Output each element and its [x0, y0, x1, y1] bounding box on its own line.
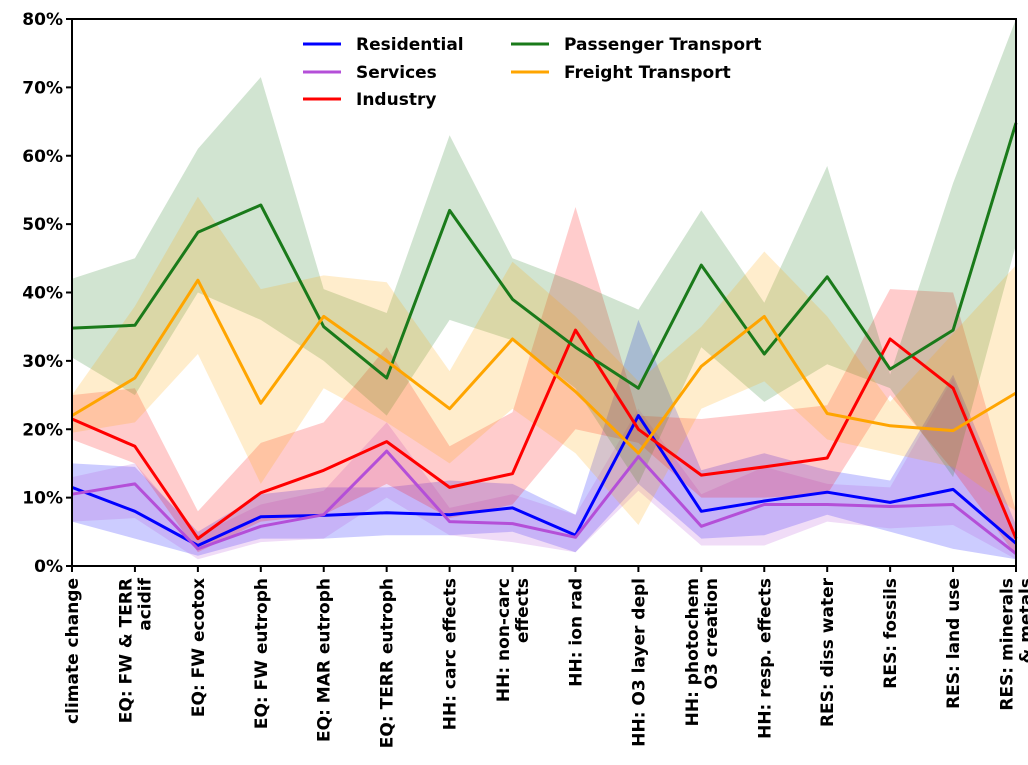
- x-tick-label: climate change: [63, 578, 83, 724]
- x-tick-label: RES: diss water: [818, 577, 838, 727]
- x-tick-label: HH: photochem O3 creation: [683, 578, 722, 726]
- series-lines: [71, 122, 1018, 555]
- legend-label: Industry: [356, 90, 436, 110]
- legend-item-services: Services: [303, 63, 437, 83]
- x-tick-label-line: RES: fossils: [881, 578, 901, 689]
- services-line: [71, 449, 1017, 555]
- passenger-transport-band: [72, 19, 1016, 484]
- x-tick-label: RES: land use: [944, 578, 964, 709]
- passenger-transport-line: [71, 122, 1018, 390]
- x-tick-label: EQ: MAR eutroph: [315, 578, 335, 742]
- legend: Residential Services Industry Passenger Tra…: [303, 35, 762, 110]
- x-tick-label-line: RES: minerals: [998, 578, 1018, 711]
- x-tick-label-line: acidif: [135, 577, 155, 630]
- x-tick-label-line: EQ: MAR eutroph: [315, 578, 335, 742]
- y-tick-label: 40%: [22, 284, 63, 304]
- x-tick-label-line: HH: O3 layer depl: [629, 578, 649, 747]
- x-tick-label-line: HH: ion rad: [566, 578, 586, 687]
- x-tick-label-line: RES: diss water: [818, 577, 838, 727]
- freight-transport-band: [72, 196, 1016, 526]
- legend-item-freight-transport: Freight Transport: [511, 63, 731, 83]
- legend-item-passenger-transport: Passenger Transport: [511, 35, 762, 55]
- freight-transport-line: [71, 278, 1017, 455]
- x-tick-label: EQ: TERR eutroph: [378, 578, 398, 748]
- x-axis: climate change EQ: FW & TERR acidif EQ: FW …: [63, 566, 1028, 748]
- x-tick-label-line: EQ: FW eutroph: [252, 578, 272, 729]
- x-tick-label-line: EQ: FW ecotox: [189, 578, 209, 717]
- x-tick-label: HH: carc effects: [441, 578, 461, 730]
- x-tick-label: RES: minerals& metals: [998, 578, 1028, 711]
- x-tick-label: RES: fossils: [881, 578, 901, 689]
- x-tick-label-line: HH: photochem: [683, 578, 703, 726]
- y-tick-label: 80%: [22, 10, 63, 30]
- y-tick-label: 30%: [22, 352, 63, 372]
- x-tick-label-line: EQ: FW & TERR: [116, 578, 136, 723]
- x-tick-label-line: climate change: [63, 578, 83, 724]
- y-tick-label: 0%: [34, 557, 63, 577]
- x-tick-label: EQ: FW & TERR acidif: [116, 577, 155, 723]
- x-tick-label: EQ: FW eutroph: [252, 578, 272, 729]
- legend-item-residential: Residential: [303, 35, 464, 55]
- x-tick-label-line: EQ: TERR eutroph: [378, 578, 398, 748]
- y-axis: 0% 10% 20% 30% 40% 50% 60% 70% 80%: [22, 10, 72, 577]
- x-tick-label-line: HH: non-carc: [494, 578, 514, 702]
- legend-item-industry: Industry: [303, 90, 436, 110]
- x-tick-label-line: RES: land use: [944, 578, 964, 709]
- x-tick-label-line: HH: carc effects: [441, 578, 461, 730]
- services-band: [72, 378, 1016, 560]
- x-tick-label: HH: non-carc effects: [494, 578, 533, 702]
- industry-band: [72, 207, 1016, 556]
- x-tick-label-line: O3 creation: [702, 578, 722, 689]
- confidence-bands: [72, 19, 1016, 560]
- y-tick-label: 50%: [22, 215, 63, 235]
- y-tick-label: 60%: [22, 147, 63, 167]
- x-tick-label: HH: O3 layer depl: [629, 578, 649, 747]
- legend-label: Passenger Transport: [564, 35, 762, 55]
- x-tick-label-line: HH: resp. effects: [755, 578, 775, 739]
- x-tick-label: EQ: FW ecotox: [189, 578, 209, 717]
- legend-label: Services: [356, 63, 437, 83]
- x-tick-label: HH: resp. effects: [755, 578, 775, 739]
- y-tick-label: 70%: [22, 78, 63, 98]
- x-tick-label-line: effects: [513, 578, 533, 643]
- residential-line: [71, 414, 1017, 547]
- y-tick-label: 10%: [22, 489, 63, 509]
- y-tick-label: 20%: [22, 420, 63, 440]
- x-tick-label-line: & metals: [1017, 578, 1028, 664]
- legend-label: Residential: [356, 35, 464, 55]
- x-tick-label: HH: ion rad: [566, 578, 586, 687]
- legend-label: Freight Transport: [564, 63, 731, 83]
- industry-line: [71, 328, 1018, 541]
